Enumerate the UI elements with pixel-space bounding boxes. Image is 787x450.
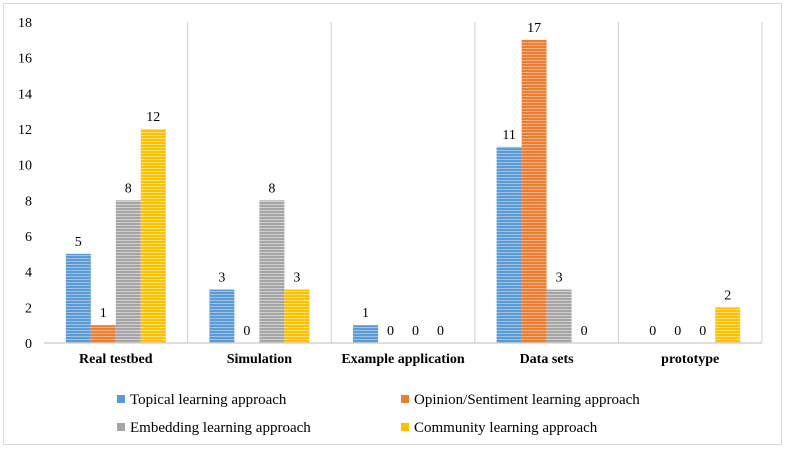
data-label: 3 [293,271,300,286]
data-label: 0 [649,324,656,339]
legend-label: Opinion/Sentiment learning approach [414,392,640,408]
data-label: 1 [362,306,369,321]
legend-swatch [401,395,409,403]
legend-swatch [117,423,125,431]
y-tick-label: 0 [25,337,32,352]
bar-community-4 [715,307,741,343]
y-tick-label: 2 [25,301,32,316]
bars-layer [65,39,741,343]
legend-swatch [117,395,125,403]
bar-community-0 [140,129,166,343]
x-category-label: Simulation [227,352,293,367]
bar-topical-2 [353,325,378,343]
data-label: 0 [387,324,394,339]
y-tick-label: 4 [25,266,32,281]
y-tick-label: 16 [18,52,32,67]
bar-opinionsentiment-0 [90,325,116,343]
x-category-label: prototype [661,352,719,367]
data-label: 5 [75,235,82,250]
bar-embedding-3 [546,289,572,343]
legend-label: Embedding learning approach [130,420,311,436]
bar-community-1 [284,289,310,343]
data-label: 8 [125,181,132,196]
bar-embedding-1 [259,200,285,343]
data-label: 3 [218,271,225,286]
grid-layer [187,22,763,343]
data-label: 0 [243,324,250,339]
legend: Topical learning approach Opinion/Sentime… [117,392,640,436]
data-label: 0 [437,324,444,339]
y-tick-label: 18 [18,16,32,31]
data-label: 17 [527,21,541,36]
x-category-label: Example application [341,352,465,367]
x-category-label: Real testbed [79,352,153,367]
y-tick-label: 12 [18,123,32,138]
legend-label: Topical learning approach [130,392,287,408]
legend-label: Community learning approach [414,420,598,436]
data-label: 2 [724,288,731,303]
bar-topical-3 [496,146,522,343]
bar-topical-0 [65,253,91,343]
y-tick-label: 10 [18,159,32,174]
y-tick-label: 6 [25,230,32,245]
x-category-label: Data sets [520,352,575,367]
data-labels-layer: 5 1 8 12 3 0 8 3 1 0 0 0 11 17 3 0 0 0 0 2 [75,21,731,339]
data-label: 0 [412,324,419,339]
bar-embedding-0 [115,200,141,343]
data-label: 12 [146,110,160,125]
data-label: 3 [556,271,563,286]
data-label: 0 [581,324,588,339]
y-tick-label: 14 [18,87,32,102]
data-label: 0 [699,324,706,339]
data-label: 8 [268,181,275,196]
y-tick-label: 8 [25,194,32,209]
data-label: 11 [502,128,515,143]
legend-swatch [401,423,409,431]
bar-opinionsentiment-3 [521,39,547,343]
data-label: 1 [100,306,107,321]
bar-topical-1 [209,289,235,343]
data-label: 0 [674,324,681,339]
